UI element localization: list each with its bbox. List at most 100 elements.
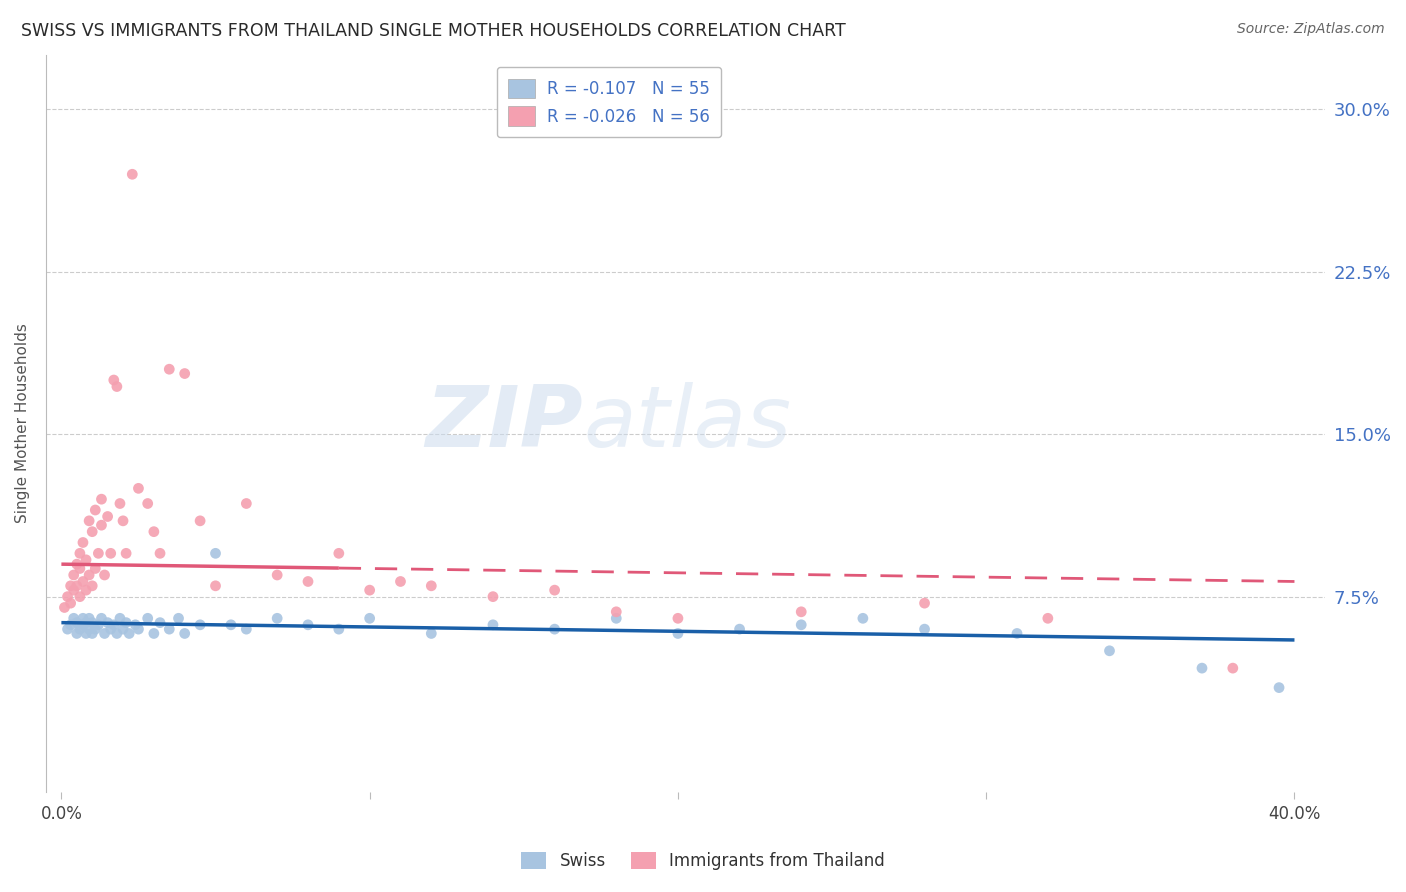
Point — [389, 574, 412, 589]
Text: ZIP: ZIP — [426, 382, 583, 465]
Point — [136, 611, 159, 625]
Point — [482, 617, 505, 632]
Point — [219, 617, 242, 632]
Point — [266, 568, 288, 582]
Text: Source: ZipAtlas.com: Source: ZipAtlas.com — [1237, 22, 1385, 37]
Point — [72, 611, 94, 625]
Text: atlas: atlas — [583, 382, 792, 465]
Point — [103, 373, 125, 387]
Point — [105, 379, 128, 393]
Point — [77, 611, 100, 625]
Point — [852, 611, 875, 625]
Point — [97, 509, 120, 524]
Point — [1098, 644, 1121, 658]
Point — [149, 546, 172, 560]
Point — [188, 514, 211, 528]
Point — [482, 590, 505, 604]
Point — [420, 579, 443, 593]
Point — [1222, 661, 1244, 675]
Point — [77, 514, 100, 528]
Point — [84, 622, 107, 636]
Point — [100, 546, 122, 560]
Point — [118, 626, 141, 640]
Point — [790, 617, 813, 632]
Point — [297, 574, 319, 589]
Point — [103, 617, 125, 632]
Point — [66, 557, 89, 571]
Point — [90, 492, 112, 507]
Point — [69, 622, 91, 636]
Point — [59, 579, 82, 593]
Point — [72, 535, 94, 549]
Point — [82, 579, 104, 593]
Point — [100, 622, 122, 636]
Point — [90, 611, 112, 625]
Point — [53, 600, 76, 615]
Legend: Swiss, Immigrants from Thailand: Swiss, Immigrants from Thailand — [515, 845, 891, 877]
Point — [359, 583, 381, 598]
Point — [297, 617, 319, 632]
Point — [82, 524, 104, 539]
Point — [127, 481, 149, 495]
Point — [136, 496, 159, 510]
Point — [66, 626, 89, 640]
Point — [108, 611, 131, 625]
Point — [1268, 681, 1291, 695]
Point — [266, 611, 288, 625]
Point — [167, 611, 190, 625]
Point — [914, 622, 936, 636]
Point — [328, 622, 350, 636]
Point — [82, 615, 104, 630]
Point — [56, 622, 79, 636]
Point — [90, 518, 112, 533]
Point — [420, 626, 443, 640]
Point — [108, 496, 131, 510]
Point — [84, 561, 107, 575]
Point — [62, 611, 84, 625]
Point — [728, 622, 751, 636]
Point — [82, 626, 104, 640]
Point — [77, 622, 100, 636]
Point — [173, 367, 195, 381]
Point — [115, 546, 138, 560]
Point — [127, 622, 149, 636]
Point — [75, 553, 97, 567]
Point — [1005, 626, 1028, 640]
Point — [204, 546, 226, 560]
Point — [1036, 611, 1059, 625]
Point — [97, 615, 120, 630]
Point — [666, 611, 689, 625]
Point — [157, 622, 180, 636]
Point — [87, 546, 110, 560]
Point — [75, 626, 97, 640]
Point — [359, 611, 381, 625]
Point — [93, 568, 115, 582]
Point — [62, 568, 84, 582]
Point — [173, 626, 195, 640]
Point — [605, 611, 627, 625]
Point — [105, 626, 128, 640]
Point — [62, 583, 84, 598]
Point — [112, 622, 135, 636]
Point — [121, 167, 143, 181]
Point — [59, 617, 82, 632]
Point — [142, 524, 165, 539]
Point — [77, 568, 100, 582]
Point — [188, 617, 211, 632]
Point — [142, 626, 165, 640]
Point — [72, 617, 94, 632]
Point — [59, 596, 82, 610]
Text: SWISS VS IMMIGRANTS FROM THAILAND SINGLE MOTHER HOUSEHOLDS CORRELATION CHART: SWISS VS IMMIGRANTS FROM THAILAND SINGLE… — [21, 22, 846, 40]
Point — [149, 615, 172, 630]
Point — [235, 496, 257, 510]
Point — [328, 546, 350, 560]
Point — [157, 362, 180, 376]
Point — [87, 617, 110, 632]
Point — [66, 615, 89, 630]
Point — [75, 615, 97, 630]
Point — [69, 561, 91, 575]
Y-axis label: Single Mother Households: Single Mother Households — [15, 324, 30, 524]
Point — [666, 626, 689, 640]
Point — [72, 574, 94, 589]
Point — [790, 605, 813, 619]
